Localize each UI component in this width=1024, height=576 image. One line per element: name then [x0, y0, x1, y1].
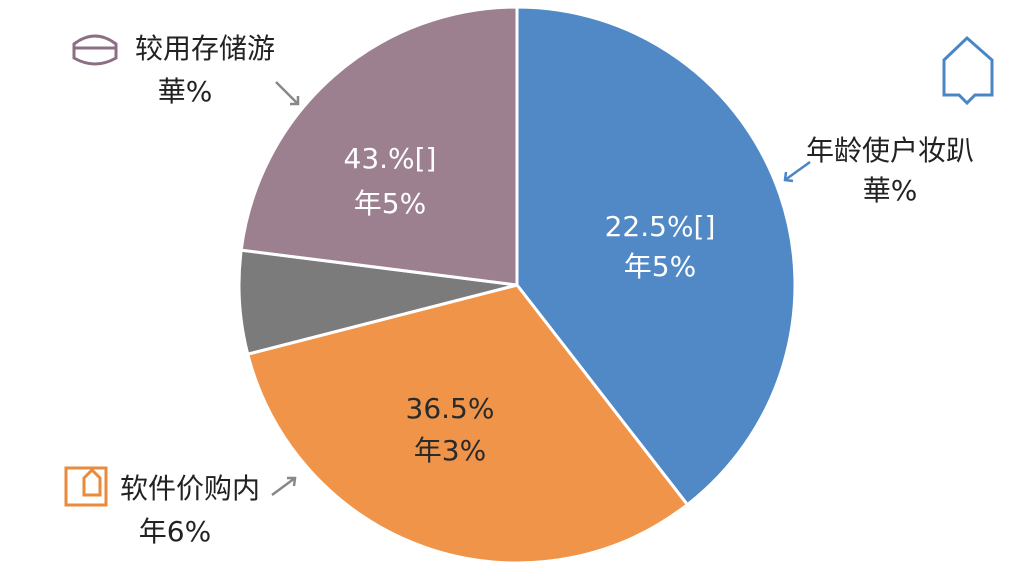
house-icon: [942, 35, 994, 106]
category-sublabel: 年6%: [139, 515, 211, 548]
slice-label: 年3%: [414, 434, 486, 467]
slice: [245, 283, 690, 565]
arrow: [783, 160, 811, 183]
pie: [237, 5, 797, 565]
slice-label: 22.5%[]: [605, 210, 716, 243]
category-label: 较用存储游: [135, 32, 275, 65]
category-label: 软件价购内: [120, 472, 260, 505]
arrow: [275, 81, 300, 106]
arrow: [271, 476, 297, 497]
slice-label: 年5%: [354, 187, 426, 220]
category-label: 年龄使户妆趴: [806, 134, 974, 167]
storage-icon: [72, 34, 118, 66]
slice: [239, 5, 519, 287]
slice-label: 43.%[]: [344, 142, 437, 175]
slice-label: 年5%: [624, 250, 696, 283]
software-icon: [64, 466, 108, 507]
slice-label: 36.5%: [406, 392, 495, 425]
slice: [515, 5, 797, 507]
category-sublabel: 華%: [863, 174, 918, 207]
category-sublabel: 華%: [158, 75, 213, 108]
